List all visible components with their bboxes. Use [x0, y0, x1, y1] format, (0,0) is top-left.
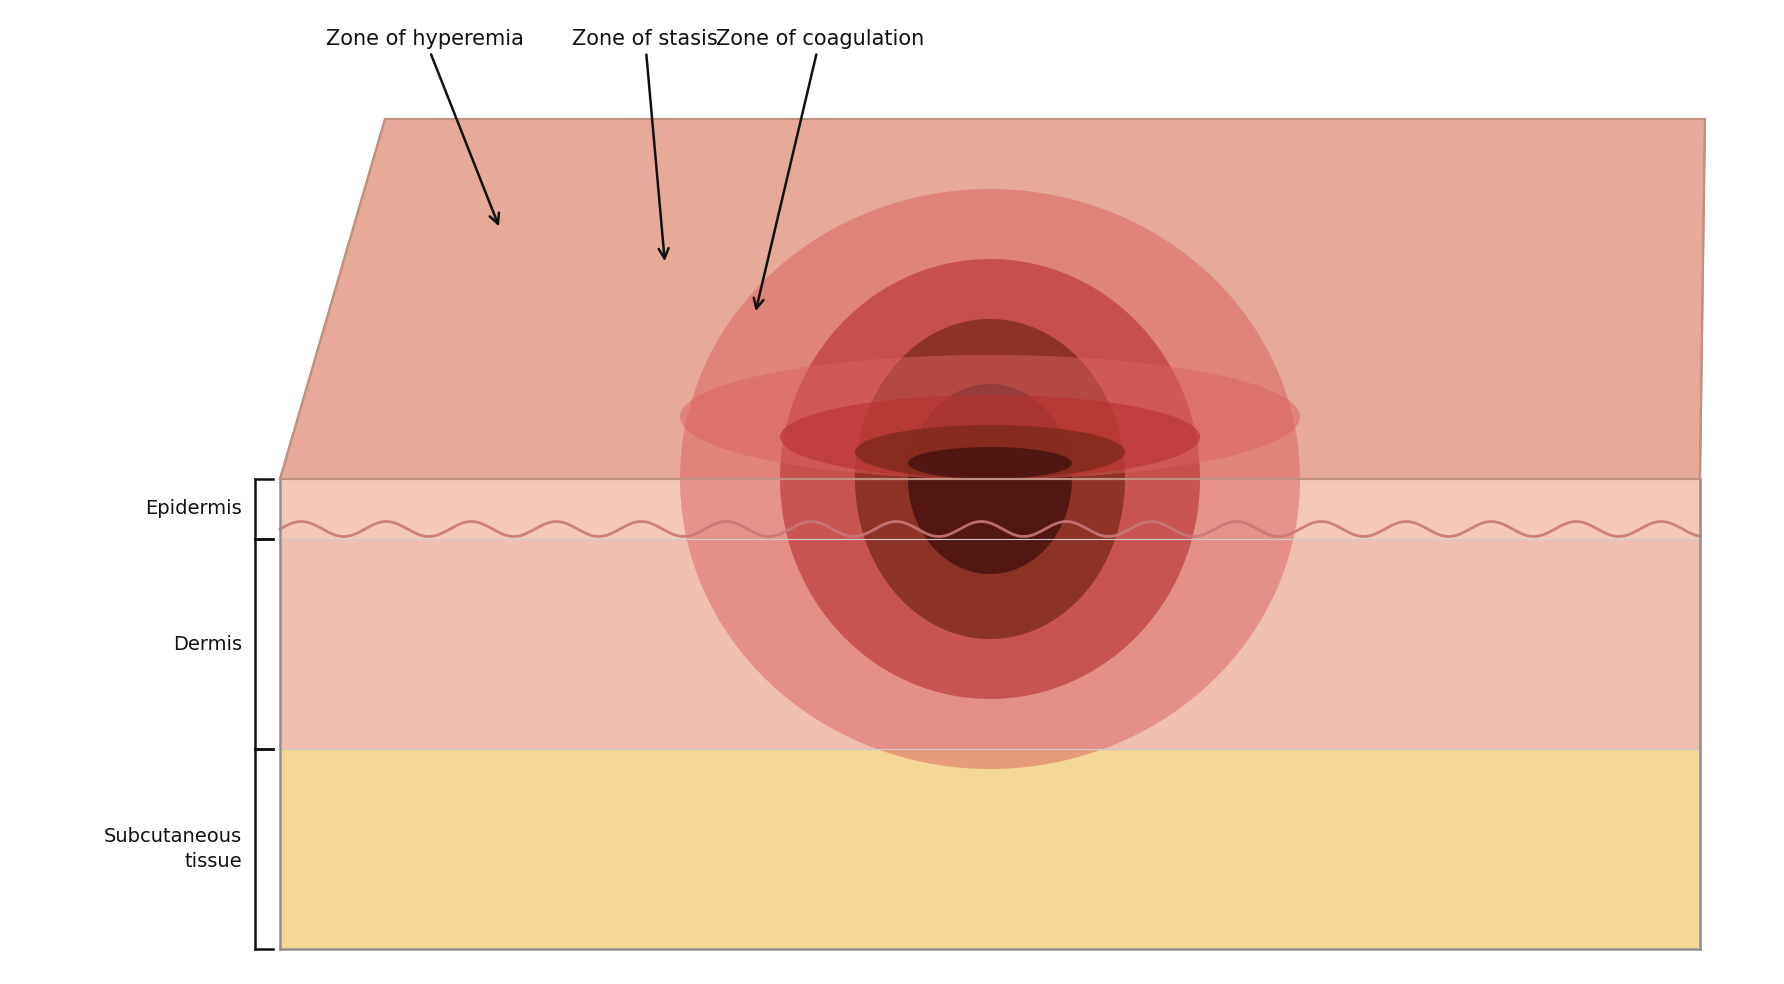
Text: Zone of coagulation: Zone of coagulation: [715, 29, 924, 309]
Polygon shape: [280, 119, 1706, 479]
Polygon shape: [780, 395, 1201, 479]
Text: Zone of hyperemia: Zone of hyperemia: [326, 29, 524, 223]
Polygon shape: [680, 355, 1301, 479]
Polygon shape: [908, 384, 1072, 574]
Text: Dermis: Dermis: [173, 635, 243, 653]
Polygon shape: [855, 425, 1126, 479]
Polygon shape: [855, 319, 1126, 639]
Polygon shape: [780, 259, 1201, 699]
Text: Zone of stasis: Zone of stasis: [573, 29, 717, 259]
Text: Subcutaneous
tissue: Subcutaneous tissue: [103, 827, 243, 871]
Polygon shape: [908, 447, 1072, 479]
Text: Epidermis: Epidermis: [145, 500, 243, 519]
Polygon shape: [680, 189, 1301, 769]
